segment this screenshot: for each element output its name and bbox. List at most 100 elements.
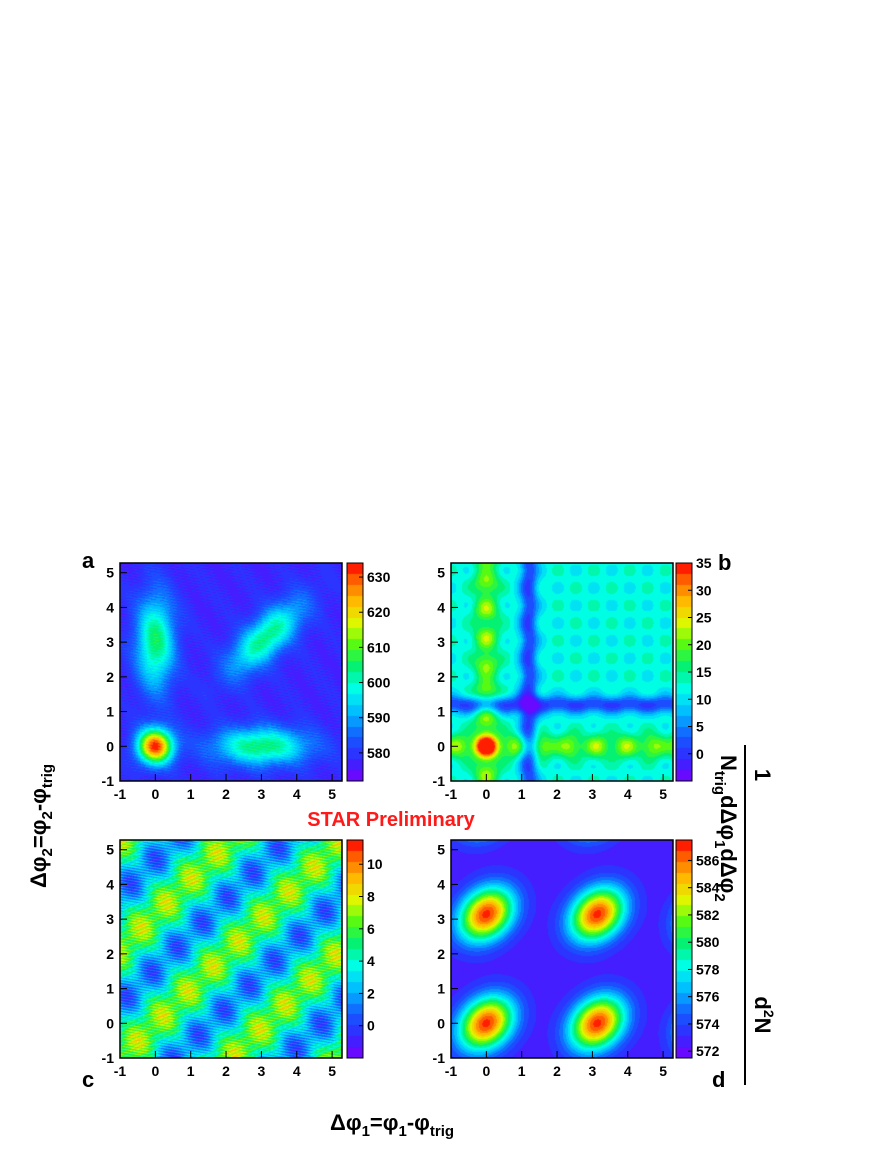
y-tick-label: 2 — [437, 946, 445, 962]
x-tick-label: 2 — [553, 786, 561, 802]
colorbar-tick-label: 584 — [696, 880, 720, 896]
panel-b: -1 0 1 2 3 4 5 -1 0 1 2 3 4 5 0 5 10 15 20 25 30 35 b — [433, 550, 732, 802]
z-axis-title-denominator: NtrigdΔφ1dΔφ2 — [711, 755, 741, 902]
colorbar-tick-label: 580 — [696, 934, 720, 950]
colorbar-tick-label: 8 — [367, 889, 375, 905]
y-tick-label: 3 — [106, 634, 114, 650]
x-tick-label: 3 — [258, 786, 266, 802]
x-tick-label: 1 — [187, 786, 195, 802]
y-tick-label: 3 — [437, 911, 445, 927]
y-tick-label: 1 — [437, 981, 445, 997]
colorbar-tick-label: 600 — [367, 675, 391, 691]
panel-a: -1 0 1 2 3 4 5 -1 0 1 2 3 4 5 580 590 600 610 620 630 a — [82, 548, 391, 802]
y-tick-label: 3 — [437, 634, 445, 650]
x-tick-label: 1 — [187, 1063, 195, 1079]
x-tick-label: 0 — [482, 1063, 490, 1079]
x-tick-label: -1 — [445, 1063, 458, 1079]
y-tick-label: 5 — [106, 565, 114, 581]
x-tick-label: -1 — [114, 786, 127, 802]
plot-frame-b — [450, 562, 674, 782]
colorbar-tick-label: 576 — [696, 989, 720, 1005]
colorbar-tick-label: 582 — [696, 907, 720, 923]
colorbar-d — [676, 840, 692, 1058]
panel-c: -1 0 1 2 3 4 5 -1 0 1 2 3 4 5 0 2 4 6 8 10 c — [82, 839, 383, 1092]
panel-label-b: b — [718, 550, 731, 575]
y-ticks-c: -1 0 1 2 3 4 5 — [102, 842, 127, 1066]
heatmap-c — [120, 840, 342, 1058]
colorbar-tick-label: 35 — [696, 555, 712, 571]
colorbar-tick-label: 578 — [696, 961, 720, 977]
x-tick-label: 0 — [482, 786, 490, 802]
colorbar-tick-label: 0 — [367, 1018, 375, 1034]
y-tick-label: 2 — [106, 669, 114, 685]
x-tick-label: -1 — [114, 1063, 127, 1079]
x-tick-label: 5 — [659, 1063, 667, 1079]
x-tick-label: 3 — [589, 1063, 597, 1079]
panel-label-d: d — [712, 1067, 725, 1092]
colorbar-tick-label: 30 — [696, 582, 712, 598]
plot-frame-d — [450, 839, 674, 1059]
colorbar-tick-label: 10 — [696, 691, 712, 707]
y-tick-label: 1 — [106, 704, 114, 720]
y-ticks-d: -1 0 1 2 3 4 5 — [433, 842, 458, 1066]
colorbar-frame-d — [675, 839, 693, 1059]
x-tick-label: 2 — [553, 1063, 561, 1079]
x-tick-label: 3 — [589, 786, 597, 802]
y-tick-label: 4 — [106, 599, 114, 615]
plot-frame-a — [119, 562, 343, 782]
y-tick-label: 3 — [106, 911, 114, 927]
y-tick-label: 5 — [437, 842, 445, 858]
x-tick-label: 0 — [151, 1063, 159, 1079]
x-tick-label: 3 — [258, 1063, 266, 1079]
panel-label-a: a — [82, 548, 95, 573]
heatmap-a — [120, 563, 342, 781]
colorbar-tick-label: 590 — [367, 710, 391, 726]
x-tick-label: 4 — [293, 1063, 301, 1079]
y-tick-label: -1 — [102, 1050, 115, 1066]
colorbar-ticks-b: 0 5 10 15 20 25 30 35 — [688, 555, 712, 762]
x-tick-label: 4 — [624, 1063, 632, 1079]
colorbar-tick-label: 25 — [696, 610, 712, 626]
y-tick-label: 5 — [106, 842, 114, 858]
colorbar-tick-label: 610 — [367, 639, 391, 655]
z-axis-title-numerator-d2n: d2N — [750, 996, 777, 1033]
colorbar-tick-label: 580 — [367, 745, 391, 761]
z-axis-title-group: 1 d2N NtrigdΔφ1dΔφ2 — [711, 745, 777, 1085]
y-tick-label: 4 — [437, 876, 445, 892]
y-tick-label: 4 — [106, 876, 114, 892]
colorbar-tick-label: 5 — [696, 719, 704, 735]
y-axis-title-group: Δφ2=φ2-φtrig — [26, 764, 56, 888]
x-tick-label: 2 — [222, 786, 230, 802]
y-tick-label: 0 — [437, 1015, 445, 1031]
colorbar-tick-label: 15 — [696, 664, 712, 680]
x-tick-label: 0 — [151, 786, 159, 802]
y-tick-label: 2 — [437, 669, 445, 685]
x-ticks-d: -1 0 1 2 3 4 5 — [445, 1051, 667, 1079]
colorbar-c — [347, 840, 363, 1058]
colorbar-a — [347, 563, 363, 781]
colorbar-tick-label: 4 — [367, 953, 375, 969]
x-tick-label: 4 — [293, 786, 301, 802]
y-axis-title: Δφ2=φ2-φtrig — [26, 764, 56, 888]
x-ticks-a: -1 0 1 2 3 4 5 — [114, 774, 336, 802]
z-axis-title-numerator: 1 — [750, 769, 775, 781]
colorbar-tick-label: 0 — [696, 746, 704, 762]
x-tick-label: -1 — [445, 786, 458, 802]
x-tick-label: 1 — [518, 1063, 526, 1079]
x-ticks-b: -1 0 1 2 3 4 5 — [445, 774, 667, 802]
y-tick-label: 0 — [437, 738, 445, 754]
heatmap-b — [451, 563, 673, 781]
y-tick-label: 2 — [106, 946, 114, 962]
y-tick-label: 4 — [437, 599, 445, 615]
colorbar-tick-label: 620 — [367, 604, 391, 620]
x-tick-label: 5 — [328, 1063, 336, 1079]
watermark: STAR Preliminary — [307, 809, 475, 831]
y-tick-label: 1 — [437, 704, 445, 720]
x-tick-label: 2 — [222, 1063, 230, 1079]
plot-frame-c — [119, 839, 343, 1059]
x-tick-label: 1 — [518, 786, 526, 802]
colorbar-tick-label: 2 — [367, 985, 375, 1001]
y-tick-label: -1 — [433, 1050, 446, 1066]
